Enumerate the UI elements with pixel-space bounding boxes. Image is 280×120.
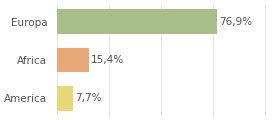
Text: 15,4%: 15,4%: [91, 55, 124, 65]
Text: 7,7%: 7,7%: [75, 93, 102, 103]
Bar: [57, 9, 217, 34]
Bar: [57, 48, 89, 72]
Text: 76,9%: 76,9%: [219, 17, 253, 27]
Bar: [57, 86, 73, 111]
